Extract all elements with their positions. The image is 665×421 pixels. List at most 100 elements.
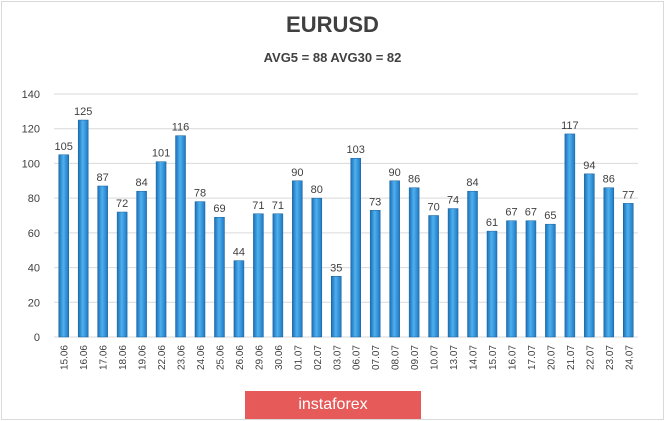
data-label: 86 — [408, 174, 420, 186]
x-tick-label: 08.07 — [391, 345, 402, 370]
bar-21.07 — [564, 133, 576, 338]
data-label: 77 — [622, 189, 634, 201]
grid-lines — [54, 93, 638, 338]
y-tick-label: 100 — [22, 158, 40, 170]
data-label: 105 — [55, 141, 73, 153]
data-label: 78 — [194, 188, 206, 200]
data-label: 71 — [252, 200, 264, 212]
x-tick-label: 02.07 — [313, 345, 324, 370]
bar-18.06 — [116, 211, 128, 338]
data-label: 44 — [233, 247, 245, 259]
x-tick-label: 26.06 — [235, 345, 246, 370]
bar-17.07 — [525, 220, 537, 338]
bar-30.06 — [272, 213, 284, 338]
x-tick-label: 22.06 — [157, 345, 168, 370]
x-tick-label: 01.07 — [293, 345, 304, 370]
x-tick-label: 03.07 — [332, 345, 343, 370]
data-label: 94 — [583, 160, 595, 172]
data-label: 90 — [291, 167, 303, 179]
x-tick-label: 13.07 — [449, 345, 460, 370]
chart-title: EURUSD — [286, 12, 379, 37]
bar-17.06 — [97, 185, 108, 338]
x-tick-label: 15.06 — [60, 345, 71, 370]
x-tick-label: 06.07 — [352, 345, 363, 370]
data-label: 70 — [427, 202, 439, 214]
data-label: 84 — [135, 177, 147, 189]
bar-16.06 — [77, 119, 89, 338]
bar-01.07 — [292, 180, 303, 338]
bar-19.06 — [136, 190, 147, 338]
bar-08.07 — [389, 180, 400, 338]
bar-15.06 — [58, 154, 69, 338]
bar-23.06 — [175, 135, 186, 338]
data-label: 67 — [525, 207, 537, 219]
bar-20.07 — [545, 223, 556, 338]
x-tick-label: 24.07 — [624, 345, 635, 370]
x-tick-label: 20.07 — [546, 345, 557, 370]
x-tick-label: 09.07 — [410, 345, 421, 370]
bar-03.07 — [331, 276, 342, 338]
y-tick-label: 120 — [22, 124, 40, 136]
y-tick-label: 0 — [34, 332, 40, 344]
data-label: 86 — [603, 174, 615, 186]
bar-26.06 — [233, 260, 245, 338]
bar-15.07 — [486, 230, 498, 338]
bar-07.07 — [369, 210, 381, 338]
data-label: 101 — [152, 148, 170, 160]
data-label: 125 — [74, 106, 92, 118]
y-tick-label: 40 — [28, 263, 40, 275]
data-label: 61 — [486, 217, 498, 229]
bar-13.07 — [447, 208, 459, 338]
x-tick-label: 07.07 — [371, 345, 382, 370]
bar-22.07 — [584, 173, 595, 338]
x-tick-label: 15.07 — [488, 345, 499, 370]
data-label: 74 — [447, 195, 459, 207]
x-tick-label: 17.06 — [99, 345, 110, 370]
data-label: 84 — [466, 177, 478, 189]
x-tick-label: 16.06 — [79, 345, 90, 370]
x-axis: 15.06 16.06 17.06 18.06 19.06 22.06 23.06 24.06… — [60, 345, 636, 370]
bar-10.07 — [428, 215, 439, 338]
data-label: 35 — [330, 262, 342, 274]
bar-25.06 — [214, 216, 225, 338]
instaforex-logo: instaforex — [245, 391, 421, 419]
data-label: 87 — [97, 172, 109, 184]
x-tick-label: 29.06 — [254, 345, 265, 370]
chart-subtitle: AVG5 = 88 AVG30 = 82 — [263, 50, 402, 65]
x-tick-label: 21.07 — [566, 345, 577, 370]
y-tick-label: 20 — [28, 297, 40, 309]
data-label: 80 — [311, 184, 323, 196]
x-tick-label: 19.06 — [138, 345, 149, 370]
y-axis: 0 20 40 60 80 100 120 140 — [22, 89, 40, 344]
y-tick-label: 80 — [28, 193, 40, 205]
x-tick-label: 23.07 — [605, 345, 616, 370]
data-label: 65 — [544, 210, 556, 222]
data-label: 103 — [347, 144, 365, 156]
data-label: 67 — [505, 207, 517, 219]
x-tick-label: 23.06 — [177, 345, 188, 370]
bar-24.06 — [194, 201, 206, 338]
data-label: 116 — [172, 122, 190, 134]
data-label: 71 — [272, 200, 284, 212]
bar-24.07 — [623, 203, 634, 338]
bar-09.07 — [408, 187, 420, 338]
x-tick-label: 18.06 — [118, 345, 129, 370]
data-label: 69 — [213, 203, 225, 215]
bar-22.06 — [155, 161, 167, 338]
bar-16.07 — [506, 220, 517, 338]
y-tick-label: 140 — [22, 89, 40, 101]
x-tick-label: 24.06 — [196, 345, 207, 370]
bar-29.06 — [253, 213, 264, 338]
x-tick-label: 22.07 — [585, 345, 596, 370]
bars — [58, 119, 634, 338]
bar-23.07 — [603, 187, 615, 338]
x-tick-label: 25.06 — [215, 345, 226, 370]
y-tick-label: 60 — [28, 228, 40, 240]
x-tick-label: 10.07 — [430, 345, 441, 370]
x-tick-label: 17.07 — [527, 345, 538, 370]
bar-06.07 — [350, 157, 361, 338]
data-label: 72 — [116, 198, 128, 210]
bar-14.07 — [467, 190, 478, 338]
